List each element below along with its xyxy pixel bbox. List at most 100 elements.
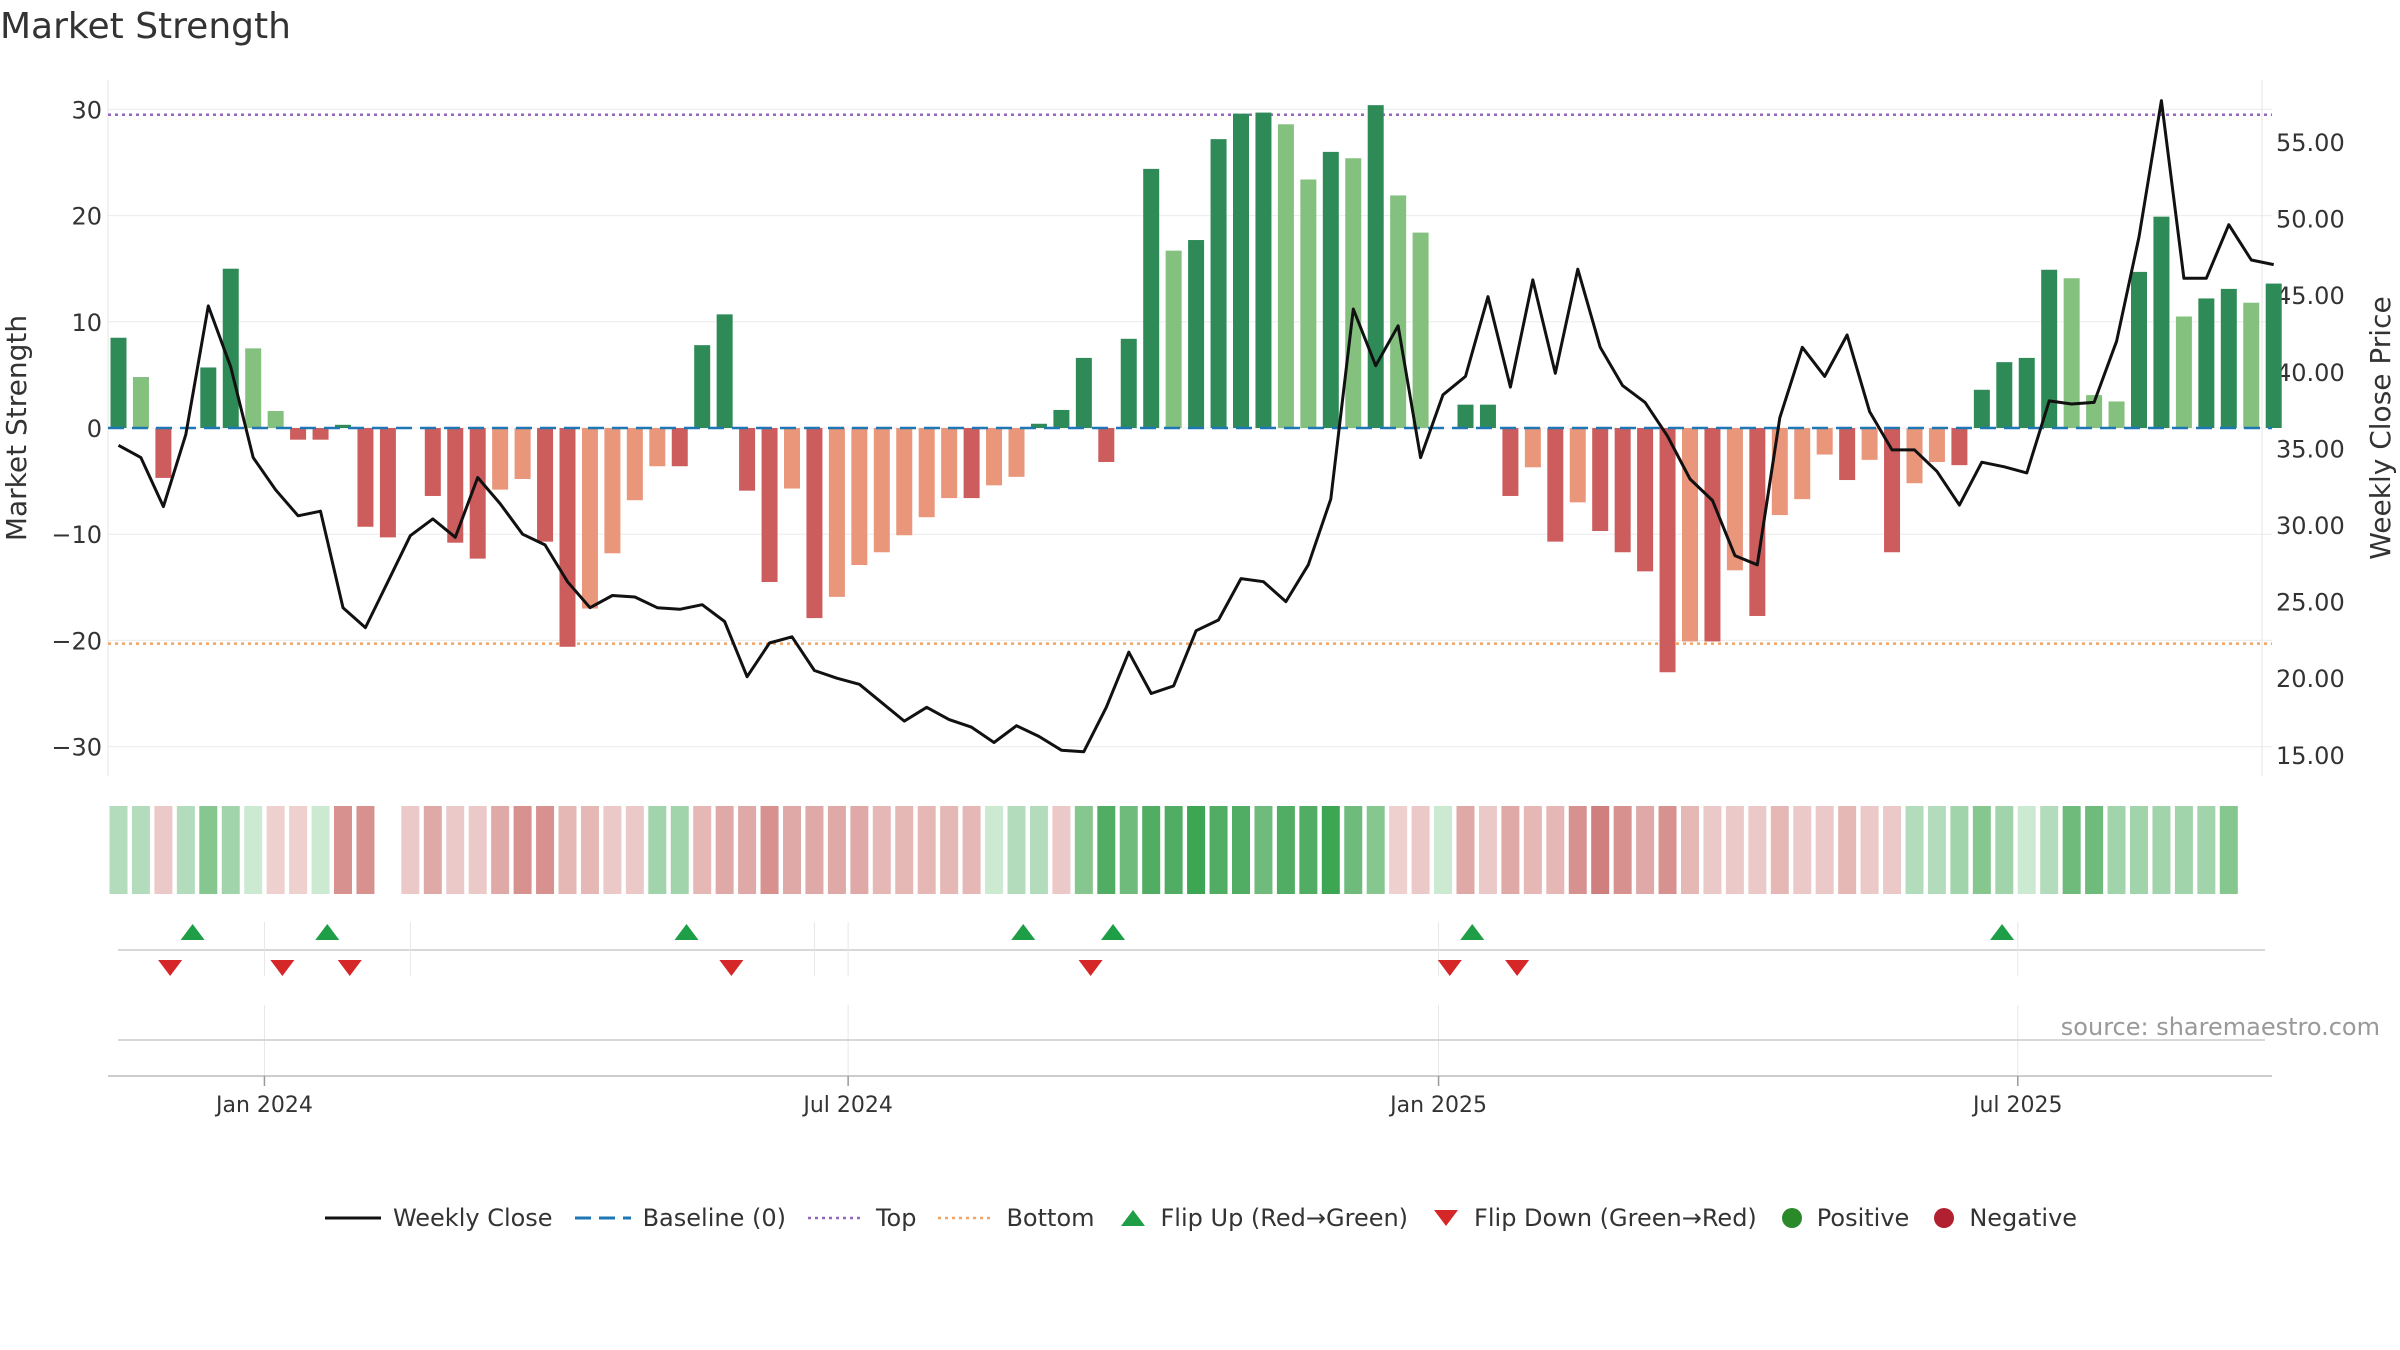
legend-weekly-close[interactable]: Weekly Close (323, 1204, 553, 1232)
strength-bar (2153, 216, 2170, 428)
strength-bar (2041, 269, 2058, 428)
legend-baseline[interactable]: Baseline (0) (573, 1204, 786, 1232)
weekly-close-swatch-icon (324, 1216, 381, 1220)
strength-bar (806, 428, 823, 619)
heat-strip-cell (805, 806, 824, 894)
heat-strip-cell (985, 806, 1004, 894)
heat-strip-cell (1501, 806, 1520, 894)
strength-bar (986, 428, 1003, 486)
bottom-swatch-icon (938, 1216, 995, 1220)
flip-down-marker (719, 960, 744, 976)
heat-strip-cell (558, 806, 577, 894)
heat-strip-cell (895, 806, 914, 894)
y-axis-label: Market Strength (0, 315, 33, 541)
heat-strip-cell (738, 806, 757, 894)
heat-strip-cell (1591, 806, 1610, 894)
strength-bar (492, 428, 509, 490)
strength-bar (716, 314, 733, 428)
flip-up-marker (1101, 924, 1126, 940)
heat-strip-cell (1770, 806, 1789, 894)
strength-bar (873, 428, 890, 553)
heat-strip-cell (1613, 806, 1632, 894)
legend-weekly-close-label: Weekly Close (392, 1204, 553, 1232)
strength-bar (2265, 283, 2282, 428)
strength-bar (1839, 428, 1856, 481)
strength-bar (1771, 428, 1788, 516)
strength-bar (739, 428, 756, 491)
strength-bar (110, 337, 127, 428)
heat-strip-cell (1546, 806, 1565, 894)
heat-strip-cell (1344, 806, 1363, 894)
strength-bar (1412, 232, 1429, 428)
heat-strip-cell (154, 806, 173, 894)
strength-bar (1726, 428, 1743, 571)
strength-bar (941, 428, 958, 499)
y-tick-label: −10 (51, 521, 102, 549)
strength-bar (1884, 428, 1901, 553)
heat-strip-cell (491, 806, 510, 894)
heat-strip-cell (1187, 806, 1206, 894)
heat-strip-cell (670, 806, 689, 894)
legend-flip-down[interactable]: Flip Down (Green→Red) (1428, 1204, 1757, 1232)
heat-strip-cell (1838, 806, 1857, 894)
heat-strip-cell (1860, 806, 1879, 894)
heat-strip-cell (693, 806, 712, 894)
legend-bottom[interactable]: Bottom (936, 1204, 1095, 1232)
heat-strip-cell (2130, 806, 2148, 894)
heat-strip-cell (334, 806, 352, 894)
heat-strip-cell (827, 806, 846, 894)
heat-strip-cell (1972, 806, 1991, 894)
heat-strip-cell (580, 806, 599, 894)
strength-bar (1749, 428, 1766, 616)
heat-strip-cell (1883, 806, 1902, 894)
legend-flip-up-label: Flip Up (Red→Green) (1160, 1204, 1409, 1232)
heat-strip-cell (2152, 806, 2171, 894)
y2-tick-label: 35.00 (2276, 435, 2345, 463)
legend-positive[interactable]: Positive (1777, 1204, 1909, 1232)
y2-tick-label: 45.00 (2276, 282, 2345, 310)
heat-strip-cell (783, 806, 801, 894)
heat-strip-cell (423, 806, 442, 894)
strength-bar (155, 428, 172, 478)
strength-bar (581, 428, 598, 609)
flip-up-marker (315, 924, 340, 940)
strength-bar (828, 428, 845, 597)
x-tick-label: Jan 2024 (214, 1093, 313, 1118)
heat-strip-cell (289, 806, 308, 894)
strength-bar (1524, 428, 1541, 468)
heat-strip-cell (468, 806, 487, 894)
legend: Weekly Close Baseline (0) Top Bottom Fli… (0, 1204, 2400, 1232)
strength-bar (963, 428, 980, 499)
x-tick-label: Jul 2024 (801, 1093, 893, 1118)
strength-bar (1053, 409, 1070, 428)
strength-bar (1075, 357, 1092, 428)
heat-strip-cell (1097, 806, 1116, 894)
legend-top[interactable]: Top (806, 1204, 916, 1232)
strength-bar (1614, 428, 1631, 553)
legend-flip-down-label: Flip Down (Green→Red) (1474, 1204, 1757, 1232)
strength-bar (1704, 428, 1721, 642)
legend-negative[interactable]: Negative (1929, 1204, 2077, 1232)
flip-up-triangle-icon (1120, 1210, 1145, 1226)
strength-bar (1928, 428, 1945, 462)
heat-strip-cell (1636, 806, 1655, 894)
strength-bar (784, 428, 800, 489)
strength-bar (2198, 298, 2215, 428)
heat-strip-cell (1478, 806, 1497, 894)
strength-bar (694, 345, 711, 428)
strength-bar (1479, 404, 1496, 428)
legend-flip-up[interactable]: Flip Up (Red→Green) (1115, 1204, 1409, 1232)
strength-bar (2018, 357, 2035, 428)
heat-strip-cell (1523, 806, 1542, 894)
heat-strip-cell (401, 806, 420, 894)
strength-bar (1345, 158, 1362, 428)
heat-strip-cell (850, 806, 869, 894)
heat-strip-cell (199, 806, 218, 894)
source-note: source: sharemaestro.com (2060, 1013, 2380, 1041)
flip-up-marker (674, 924, 699, 940)
heat-strip-cell (1434, 806, 1453, 894)
heat-strip-cell (715, 806, 734, 894)
strength-bar (2243, 302, 2260, 428)
heat-strip-cell (1276, 806, 1295, 894)
